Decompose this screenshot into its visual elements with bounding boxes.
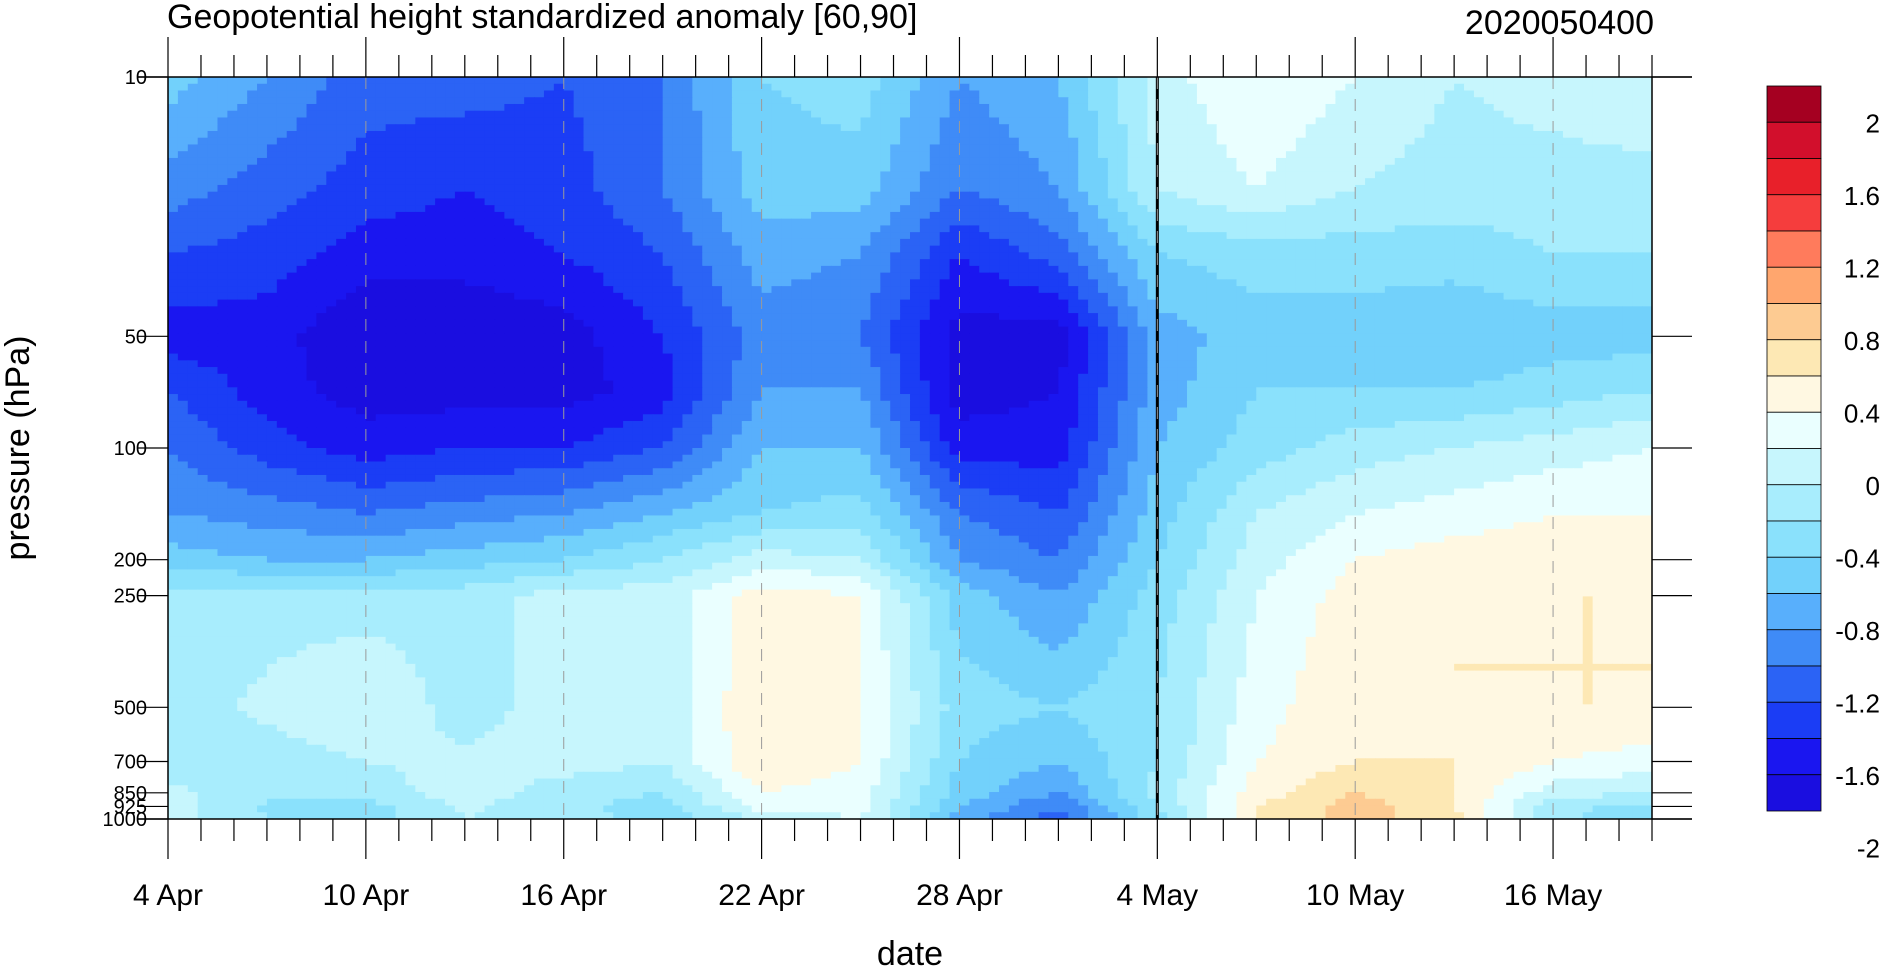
y-tick-label: 100 [114, 438, 147, 460]
colorbar-swatch [1767, 159, 1821, 195]
colorbar-swatch [1767, 340, 1821, 376]
colorbar-swatch [1767, 630, 1821, 666]
colorbar-label: 2 [1866, 108, 1880, 138]
colorbar-swatch [1767, 521, 1821, 557]
chart-date-stamp: 2020050400 [1465, 4, 1654, 42]
colorbar-swatch [1767, 449, 1821, 485]
colorbar: 2 1.6 1.2 0.8 0.4 0 -0.4 -0.8 -1.2 -1.6 -2 [1767, 86, 1880, 863]
colorbar-swatch [1767, 594, 1821, 630]
colorbar-label: 0.8 [1844, 326, 1880, 356]
colorbar-swatch [1767, 412, 1821, 448]
colorbar-swatch [1767, 195, 1821, 231]
colorbar-swatch [1767, 122, 1821, 158]
colorbar-swatch [1767, 557, 1821, 593]
x-tick-label: 4 May [1116, 879, 1198, 912]
y-tick-label: 1000 [103, 809, 148, 831]
colorbar-swatch [1767, 267, 1821, 303]
x-tick-label: 16 May [1504, 879, 1602, 912]
colorbar-label: -1.2 [1835, 688, 1880, 718]
y-tick-label: 200 [114, 550, 147, 572]
colorbar-swatch [1767, 666, 1821, 702]
colorbar-swatch [1767, 739, 1821, 775]
y-tick-label: 700 [114, 752, 147, 774]
colorbar-swatch [1767, 376, 1821, 412]
colorbar-label: -0.8 [1835, 616, 1880, 646]
x-tick-label: 28 Apr [916, 879, 1003, 912]
colorbar-swatch [1767, 231, 1821, 267]
colorbar-label: 0.4 [1844, 398, 1880, 428]
colorbar-label: 0 [1866, 471, 1880, 501]
y-tick-label: 10 [125, 67, 147, 89]
colorbar-swatch [1767, 485, 1821, 521]
x-tick-label: 10 Apr [322, 879, 409, 912]
chart-title: Geopotential height standardized anomaly… [167, 0, 917, 36]
colorbar-swatch [1767, 702, 1821, 738]
colorbar-label: 1.2 [1844, 253, 1880, 283]
y-axis-label: pressure (hPa) [0, 336, 37, 561]
y-tick-label: 50 [125, 326, 147, 348]
x-tick-label: 22 Apr [718, 879, 805, 912]
colorbar-label: -1.6 [1835, 761, 1880, 791]
contour-fill-layer [168, 77, 1653, 820]
x-axis-label: date [877, 935, 943, 969]
colorbar-swatch [1767, 86, 1821, 122]
colorbar-label: -0.4 [1835, 543, 1880, 573]
colorbar-label: 1.6 [1844, 181, 1880, 211]
colorbar-swatch [1767, 304, 1821, 340]
x-tick-label: 16 Apr [520, 879, 607, 912]
x-tick-label: 4 Apr [133, 879, 203, 912]
x-tick-label: 10 May [1306, 879, 1404, 912]
colorbar-label: -2 [1857, 833, 1880, 863]
y-tick-label: 500 [114, 697, 147, 719]
y-tick-label: 250 [114, 586, 147, 608]
colorbar-swatch [1767, 775, 1821, 811]
